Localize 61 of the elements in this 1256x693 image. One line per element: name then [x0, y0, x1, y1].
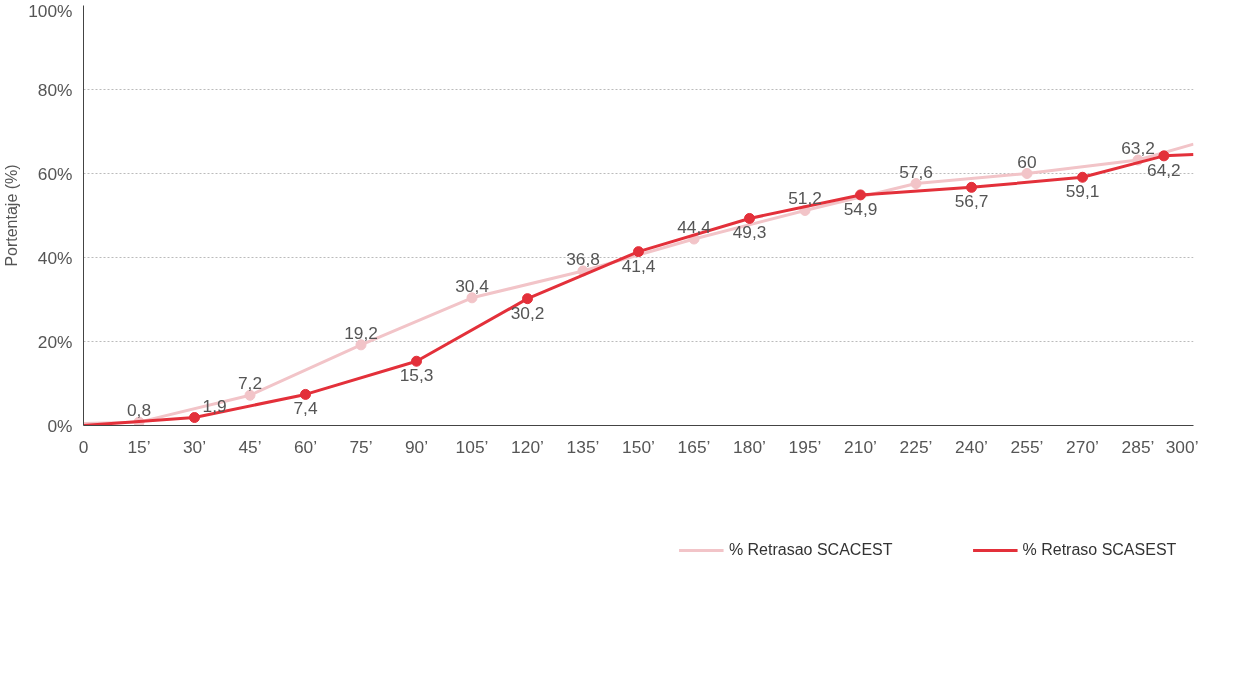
data-label: 51,2: [788, 188, 822, 209]
x-tick-label: 0: [78, 436, 89, 457]
point: [633, 246, 644, 258]
y-tick-label: 60%: [37, 163, 73, 184]
point: [189, 412, 200, 424]
x-tick-label: 195’: [788, 436, 822, 457]
x-tick-label: 105’: [455, 436, 489, 457]
x-tick-label: 300’: [1165, 436, 1199, 457]
y-tick-label: 0%: [47, 415, 73, 436]
point: [1158, 150, 1170, 162]
data-label: 56,7: [954, 191, 989, 212]
y-tick-label: 100%: [28, 0, 73, 21]
x-tick-label: 210’: [844, 436, 877, 457]
point: [522, 293, 533, 305]
x-tick-label: 255’: [1010, 436, 1044, 457]
x-tick-label: 45’: [238, 436, 262, 457]
x-tick-label: 180’: [733, 436, 766, 457]
data-label: 19,2: [344, 322, 378, 343]
data-label: 30,2: [510, 302, 545, 323]
x-tick-label: 15’: [127, 436, 151, 457]
legend-label: % Retrasao SCACEST: [728, 540, 893, 559]
data-label: 7,2: [237, 373, 263, 394]
point: [1077, 171, 1088, 183]
point: [411, 355, 422, 367]
data-label: 15,3: [399, 365, 434, 386]
data-label: 63,2: [1121, 138, 1155, 159]
data-label: 59,1: [1065, 181, 1100, 202]
data-label: 49,3: [732, 222, 767, 243]
point: [966, 181, 977, 193]
x-tick-label: 75’: [349, 436, 373, 457]
x-tick-label: 120’: [511, 436, 544, 457]
x-tick-label: 240’: [955, 436, 988, 457]
y-axis-title: Portentaje (%): [3, 164, 21, 267]
point: [855, 189, 866, 201]
x-tick-label: 165’: [677, 436, 711, 457]
x-tick-label: 270’: [1066, 436, 1099, 457]
data-label: 7,4: [293, 398, 318, 419]
x-tick-label: 285’: [1121, 436, 1155, 457]
x-tick-label: 90’: [404, 436, 429, 457]
legend-label: % Retraso SCASEST: [1022, 540, 1177, 559]
y-tick-label: 80%: [37, 79, 73, 100]
y-tick-label: 40%: [37, 247, 73, 268]
x-tick-label: 135’: [566, 436, 600, 457]
x-tick-label: 150’: [622, 436, 655, 457]
data-label: 57,6: [899, 161, 933, 182]
x-tick-label: 225’: [899, 436, 933, 457]
data-label: 54,9: [843, 198, 878, 219]
data-label: 0,8: [126, 400, 152, 421]
point: [1021, 168, 1033, 179]
data-label: 30,4: [455, 275, 490, 296]
y-tick-label: 20%: [37, 331, 73, 352]
data-label: 41,4: [621, 255, 656, 276]
data-label: 1,9: [202, 395, 227, 416]
x-tick-label: 30’: [182, 436, 207, 457]
point: [300, 388, 311, 400]
data-label: 60: [1017, 151, 1037, 172]
data-label: 64,2: [1147, 159, 1181, 180]
data-label: 36,8: [566, 248, 600, 269]
data-label: 44,4: [677, 217, 712, 238]
point: [744, 212, 755, 224]
x-tick-label: 60’: [293, 436, 318, 457]
